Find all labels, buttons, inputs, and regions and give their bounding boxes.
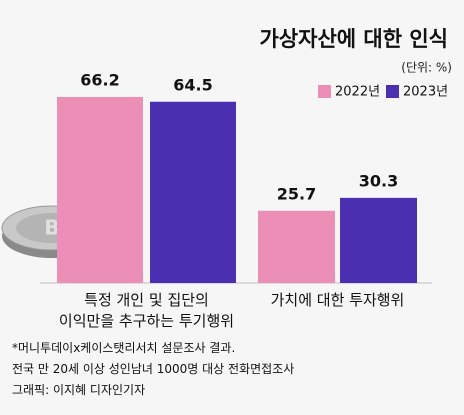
data-label: 66.2 bbox=[80, 70, 119, 89]
data-label: 25.7 bbox=[277, 184, 316, 203]
footnote: *머니투데이x케이스탯리서치 설문조사 결과. bbox=[12, 341, 236, 355]
data-label: 30.3 bbox=[359, 171, 398, 190]
svg-text:B: B bbox=[44, 216, 59, 240]
bar bbox=[150, 101, 236, 283]
footnote: 그래픽: 이지혜 디자인기자 bbox=[12, 383, 146, 397]
bar bbox=[258, 210, 335, 283]
category-label: 가치에 대한 투자행위 bbox=[270, 291, 405, 309]
bar bbox=[340, 197, 417, 283]
chart-title: 가상자산에 대한 인식 bbox=[259, 27, 448, 51]
footnote: 전국 만 20세 이상 성인남녀 1000명 대상 전화면접조사 bbox=[12, 362, 295, 376]
data-label: 64.5 bbox=[173, 75, 212, 94]
bar bbox=[57, 96, 143, 283]
legend-label: 2023년 bbox=[403, 85, 448, 100]
category-label: 특정 개인 및 집단의 이익만을 추구하는 투기행위 bbox=[58, 291, 235, 330]
unit-label: (단위: %) bbox=[401, 61, 452, 75]
legend-swatch bbox=[318, 85, 331, 98]
legend-swatch bbox=[386, 85, 399, 98]
legend-label: 2022년 bbox=[335, 85, 380, 100]
